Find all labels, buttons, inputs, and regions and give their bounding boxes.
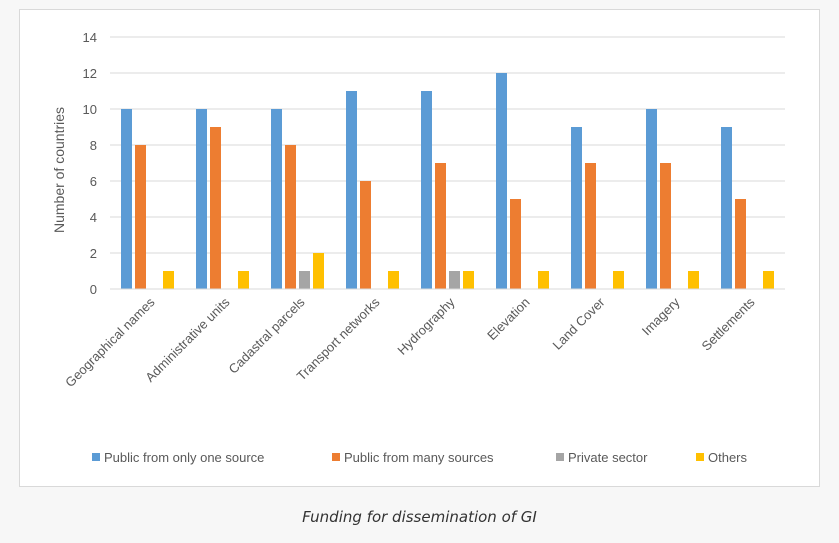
- bar-public-from-many-sources: [735, 199, 746, 289]
- legend-label: Private sector: [568, 450, 648, 465]
- bar-public-from-many-sources: [135, 145, 146, 289]
- bar-others: [763, 271, 774, 289]
- bar-public-from-only-one-source: [646, 109, 657, 289]
- y-tick-label: 8: [90, 138, 97, 153]
- y-tick-label: 14: [83, 30, 97, 45]
- bar-public-from-many-sources: [360, 181, 371, 289]
- y-tick-label: 12: [83, 66, 97, 81]
- legend-label: Public from only one source: [104, 450, 264, 465]
- bar-public-from-many-sources: [435, 163, 446, 289]
- legend-label: Others: [708, 450, 748, 465]
- category-label: Land Cover: [549, 294, 608, 353]
- bar-public-from-only-one-source: [346, 91, 357, 289]
- legend-swatch: [92, 453, 100, 461]
- legend-swatch: [332, 453, 340, 461]
- category-label: Administrative units: [142, 294, 233, 385]
- y-tick-label: 0: [90, 282, 97, 297]
- y-axis-ticks: 0 2 4 6 8 10 12 14: [83, 30, 97, 297]
- bar-public-from-only-one-source: [271, 109, 282, 289]
- bar-public-from-many-sources: [285, 145, 296, 289]
- y-tick-label: 10: [83, 102, 97, 117]
- bar-others: [388, 271, 399, 289]
- bar-public-from-many-sources: [585, 163, 596, 289]
- y-tick-label: 4: [90, 210, 97, 225]
- bars: [121, 73, 774, 289]
- bar-public-from-only-one-source: [496, 73, 507, 289]
- y-tick-label: 6: [90, 174, 97, 189]
- y-axis-title: Number of countries: [51, 107, 67, 233]
- legend-swatch: [696, 453, 704, 461]
- category-label: Transport networks: [294, 294, 383, 383]
- legend-swatch: [556, 453, 564, 461]
- bar-public-from-many-sources: [660, 163, 671, 289]
- chart-area: 0 2 4 6 8 10 12 14 Number of countries Geograph…: [19, 9, 820, 487]
- bar-public-from-only-one-source: [121, 109, 132, 289]
- bar-others: [613, 271, 624, 289]
- bar-others: [538, 271, 549, 289]
- category-label: Hydrography: [394, 294, 458, 358]
- category-label: Settlements: [698, 294, 757, 353]
- legend: Public from only one source Public from m…: [92, 450, 748, 465]
- bar-public-from-only-one-source: [196, 109, 207, 289]
- bar-others: [163, 271, 174, 289]
- bar-private-sector: [449, 271, 460, 289]
- y-tick-label: 2: [90, 246, 97, 261]
- figure-caption: Funding for dissemination of GI: [302, 508, 537, 526]
- bar-public-from-only-one-source: [721, 127, 732, 289]
- bar-others: [313, 253, 324, 289]
- bar-public-from-many-sources: [210, 127, 221, 289]
- gridlines: [110, 36, 785, 254]
- category-label: Cadastral parcels: [225, 294, 307, 376]
- bar-public-from-many-sources: [510, 199, 521, 289]
- category-label: Elevation: [484, 295, 532, 343]
- bar-others: [463, 271, 474, 289]
- bar-others: [688, 271, 699, 289]
- legend-label: Public from many sources: [344, 450, 494, 465]
- category-label: Imagery: [639, 294, 683, 338]
- bar-public-from-only-one-source: [421, 91, 432, 289]
- bar-public-from-only-one-source: [571, 127, 582, 289]
- bar-others: [238, 271, 249, 289]
- bar-private-sector: [299, 271, 310, 289]
- bar-chart: 0 2 4 6 8 10 12 14 Number of countries Geograph…: [51, 30, 785, 465]
